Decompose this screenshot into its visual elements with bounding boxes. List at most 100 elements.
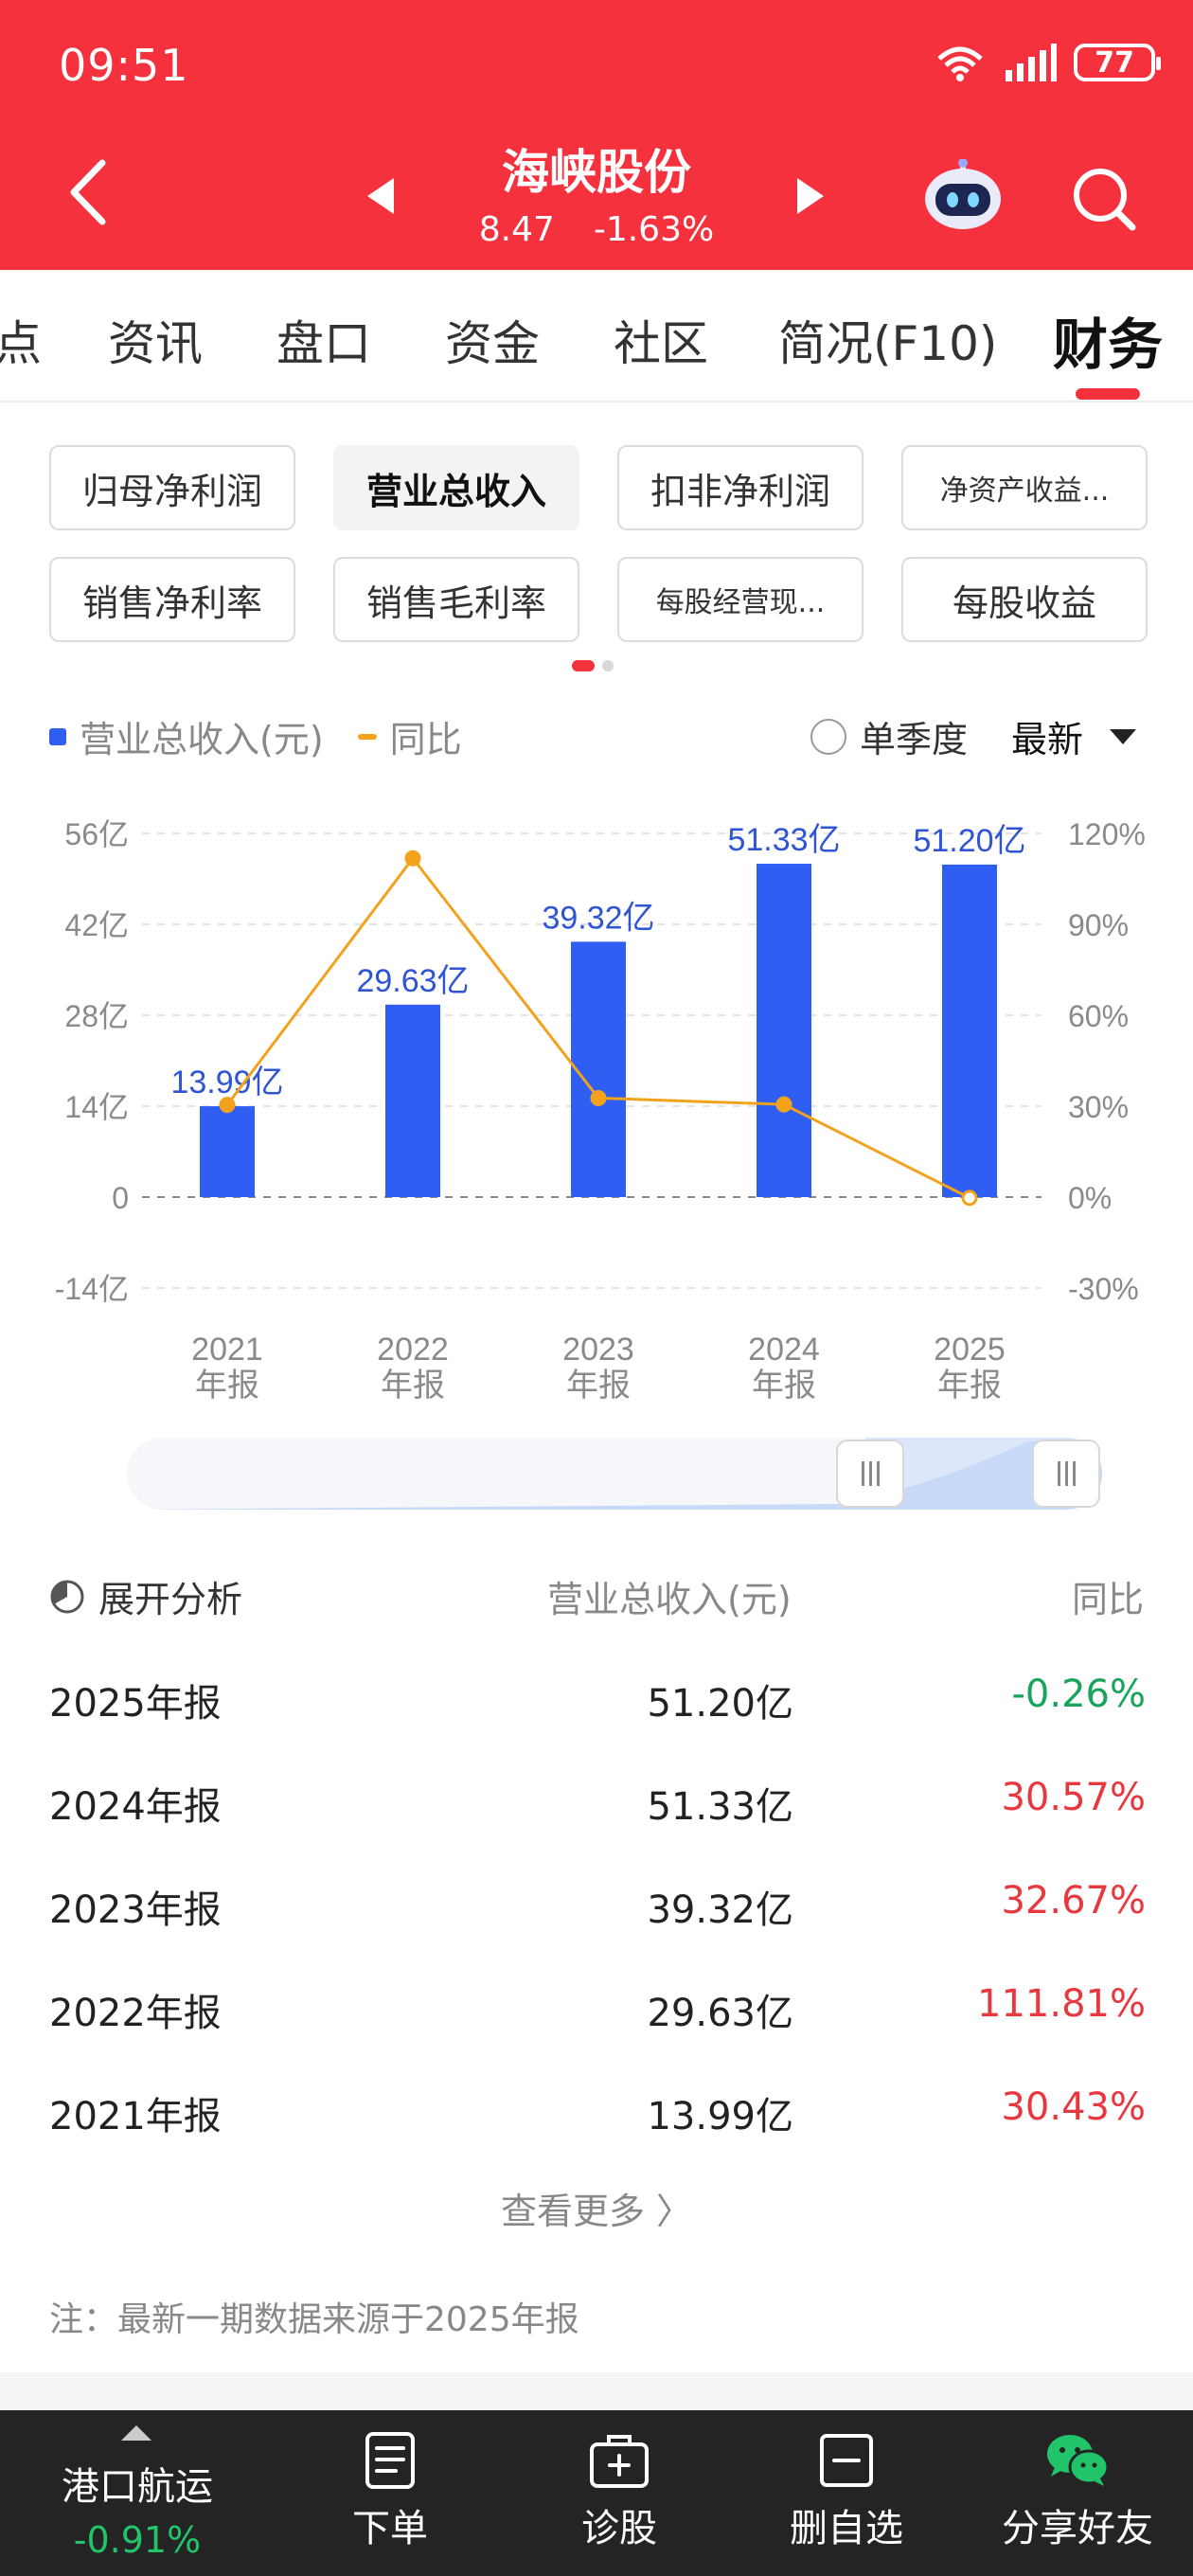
x-tick-sublabel: 年报 xyxy=(195,1368,259,1404)
share-button[interactable]: 分享好友 xyxy=(971,2431,1184,2564)
back-button[interactable] xyxy=(66,159,114,225)
legend-bar-label: 营业总收入(元) xyxy=(80,719,324,760)
bar xyxy=(385,1004,440,1197)
x-tick-label: 2022 xyxy=(377,1332,449,1368)
row-yoy: -0.26% xyxy=(1011,1673,1146,1716)
row-value: 51.33亿 xyxy=(647,1785,793,1829)
row-period: 2025年报 xyxy=(49,1682,222,1726)
yoy-point xyxy=(219,1097,236,1114)
sector-name[interactable]: 港口航运 xyxy=(62,2465,213,2509)
y2-tick-label: 0% xyxy=(1068,1181,1112,1215)
row-yoy: 30.43% xyxy=(1001,2085,1146,2129)
wechat-icon xyxy=(1047,2435,1110,2486)
bar-data-label: 29.63亿 xyxy=(356,963,469,999)
chip-operating-cashflow-per-share[interactable]: 每股经营现... xyxy=(617,557,864,642)
chip-roe[interactable]: 净资产收益... xyxy=(901,445,1148,530)
legend-line-label: 同比 xyxy=(389,719,462,760)
row-period: 2023年报 xyxy=(49,1888,222,1932)
next-stock-button[interactable] xyxy=(797,178,824,214)
bar xyxy=(757,864,811,1197)
caret-down-icon xyxy=(1110,728,1137,744)
y-tick-label: 14亿 xyxy=(64,1090,129,1124)
yoy-point xyxy=(590,1089,607,1106)
y-tick-label: 56亿 xyxy=(64,817,129,851)
range-handle-right[interactable] xyxy=(1032,1440,1100,1508)
tab-partial[interactable]: 点 xyxy=(0,316,42,371)
tab-quotes[interactable]: 盘口 xyxy=(276,316,371,371)
stock-name: 海峡股份 xyxy=(502,145,691,200)
chip-gross-margin[interactable]: 销售毛利率 xyxy=(333,557,579,642)
pie-chart-icon xyxy=(50,1580,84,1613)
period-dropdown[interactable]: 最新 xyxy=(1011,710,1137,762)
y2-tick-label: 30% xyxy=(1068,1090,1129,1124)
y2-tick-label: 120% xyxy=(1068,817,1146,851)
order-button[interactable]: 下单 xyxy=(286,2431,494,2564)
row-value: 13.99亿 xyxy=(647,2095,793,2138)
chevron-left-icon xyxy=(70,159,106,225)
tab-finance[interactable]: 财务 xyxy=(1053,313,1164,377)
order-label: 下单 xyxy=(352,2507,428,2550)
bar-data-label: 39.32亿 xyxy=(542,900,654,936)
chip-net-profit[interactable]: 归母净利润 xyxy=(49,445,295,530)
expand-analysis-label: 展开分析 xyxy=(98,1579,243,1620)
y-tick-label: 0 xyxy=(112,1181,129,1215)
chip-eps[interactable]: 每股收益 xyxy=(901,557,1148,642)
stock-price-line: 8.47 -1.63% xyxy=(0,210,1193,249)
yoy-point xyxy=(775,1096,792,1113)
expand-analysis-button[interactable]: 展开分析 xyxy=(49,1570,242,1622)
legend-line-swatch xyxy=(357,733,377,740)
prev-stock-button[interactable] xyxy=(367,178,394,214)
header-bar: 09:51 77 海峡股份 8.47 -1.63% xyxy=(0,0,1193,270)
chip-total-revenue[interactable]: 营业总收入 xyxy=(333,445,579,530)
x-tick-label: 2023 xyxy=(562,1332,634,1368)
diagnose-button[interactable]: 诊股 xyxy=(515,2431,723,2564)
row-yoy: 111.81% xyxy=(977,1982,1146,2026)
row-yoy: 30.57% xyxy=(1001,1776,1146,1819)
section-divider xyxy=(0,2372,1193,2410)
tab-profile-f10[interactable]: 简况(F10) xyxy=(778,316,998,371)
page-dot xyxy=(602,660,614,671)
page-dot-active xyxy=(572,660,595,671)
bar xyxy=(200,1106,255,1197)
y-tick-label: -14亿 xyxy=(55,1272,129,1306)
row-period: 2022年报 xyxy=(49,1992,222,2035)
expand-up-icon[interactable] xyxy=(121,2425,151,2441)
data-source-note: 注：最新一期数据来源于2025年报 xyxy=(49,2300,579,2339)
status-time: 09:51 xyxy=(59,40,189,91)
period-dropdown-label: 最新 xyxy=(1011,719,1084,760)
diagnose-label: 诊股 xyxy=(581,2507,657,2550)
chip-net-margin[interactable]: 销售净利率 xyxy=(49,557,295,642)
tab-community[interactable]: 社区 xyxy=(614,316,708,371)
row-period: 2024年报 xyxy=(49,1785,222,1829)
view-more-link[interactable]: 查看更多 〉 xyxy=(500,2191,693,2232)
row-value: 51.20亿 xyxy=(647,1682,793,1726)
x-tick-label: 2025 xyxy=(934,1332,1006,1368)
search-icon[interactable] xyxy=(1070,165,1138,233)
row-value: 39.32亿 xyxy=(647,1888,793,1932)
range-handle-left[interactable] xyxy=(836,1440,904,1508)
robot-assistant-icon[interactable] xyxy=(920,159,1006,231)
page-dots xyxy=(572,660,614,671)
tab-funds[interactable]: 资金 xyxy=(445,316,540,371)
x-tick-sublabel: 年报 xyxy=(566,1368,631,1404)
x-tick-label: 2024 xyxy=(748,1332,820,1368)
chip-deducted-net-profit[interactable]: 扣非净利润 xyxy=(617,445,864,530)
y2-tick-label: 60% xyxy=(1068,999,1129,1033)
share-label: 分享好友 xyxy=(1002,2507,1153,2550)
y-tick-label: 42亿 xyxy=(64,908,129,942)
x-tick-label: 2021 xyxy=(191,1332,263,1368)
legend-bar-swatch xyxy=(49,727,66,745)
x-tick-sublabel: 年报 xyxy=(752,1368,816,1404)
stock-price: 8.47 xyxy=(478,210,555,249)
single-quarter-label: 单季度 xyxy=(860,719,969,760)
bar-data-label: 51.33亿 xyxy=(727,822,840,858)
signal-icon xyxy=(1006,44,1057,81)
remove-watchlist-button[interactable]: 删自选 xyxy=(742,2431,951,2564)
tab-news[interactable]: 资讯 xyxy=(108,316,203,371)
single-quarter-toggle[interactable]: 单季度 xyxy=(810,710,968,762)
battery-indicator: 77 xyxy=(1074,44,1161,81)
sector-change: -0.91% xyxy=(73,2519,202,2561)
range-slider-track[interactable] xyxy=(127,1438,1102,1510)
row-value: 29.63亿 xyxy=(647,1992,793,2035)
radio-icon xyxy=(810,718,846,755)
